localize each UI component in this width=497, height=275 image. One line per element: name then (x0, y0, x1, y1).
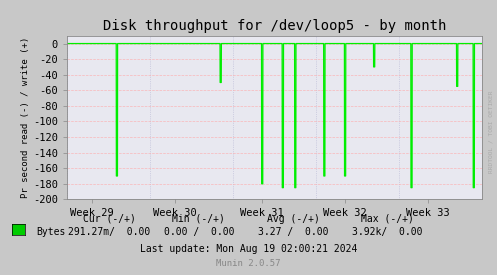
Text: Last update: Mon Aug 19 02:00:21 2024: Last update: Mon Aug 19 02:00:21 2024 (140, 244, 357, 254)
Text: Avg (-/+): Avg (-/+) (267, 214, 320, 224)
Text: 3.92k/  0.00: 3.92k/ 0.00 (352, 227, 423, 237)
Text: Max (-/+): Max (-/+) (361, 214, 414, 224)
Text: 291.27m/  0.00: 291.27m/ 0.00 (68, 227, 151, 237)
Text: Cur (-/+): Cur (-/+) (83, 214, 136, 224)
Text: Munin 2.0.57: Munin 2.0.57 (216, 260, 281, 268)
Y-axis label: Pr second read (-) / write (+): Pr second read (-) / write (+) (21, 37, 30, 198)
Title: Disk throughput for /dev/loop5 - by month: Disk throughput for /dev/loop5 - by mont… (103, 19, 446, 33)
Text: 3.27 /  0.00: 3.27 / 0.00 (258, 227, 329, 237)
Text: RRDTOOL / TOBI OETIKER: RRDTOOL / TOBI OETIKER (489, 91, 494, 173)
Text: Bytes: Bytes (36, 227, 66, 237)
Text: 0.00 /  0.00: 0.00 / 0.00 (164, 227, 234, 237)
Text: Min (-/+): Min (-/+) (172, 214, 225, 224)
